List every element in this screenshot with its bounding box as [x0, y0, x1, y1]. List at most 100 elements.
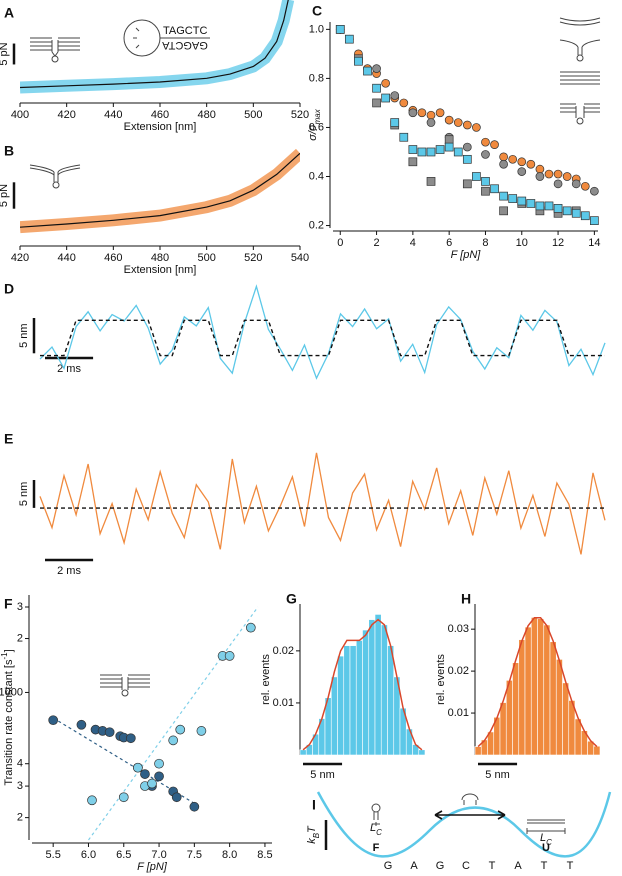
point: [444, 142, 454, 152]
point: [426, 147, 436, 157]
panel-label: I: [312, 797, 316, 813]
point: [462, 179, 472, 189]
energy-landscape: [316, 791, 612, 858]
bar: [349, 645, 357, 756]
point: [526, 199, 536, 208]
energy-label-part: B: [312, 832, 321, 838]
x-tick-label: 7.5: [187, 849, 202, 861]
y-tick-label: 0.8: [309, 72, 324, 84]
point: [535, 201, 545, 211]
point: [372, 64, 381, 73]
point: [544, 201, 554, 211]
x-tick-label: 14: [588, 237, 600, 249]
y-tick-label: 4: [17, 758, 23, 770]
point: [426, 177, 436, 186]
x-tick-label: 480: [197, 109, 215, 121]
state-label: U: [542, 842, 550, 854]
bar: [380, 624, 388, 756]
point: [544, 169, 554, 179]
point: [517, 196, 527, 206]
point: [426, 118, 436, 127]
point: [344, 34, 354, 44]
x-tick-label: 5.5: [46, 849, 61, 861]
y-tick-label: 3: [17, 780, 23, 792]
x-tick-label: 480: [151, 252, 169, 264]
point: [104, 727, 115, 738]
state-icons: [371, 793, 566, 834]
y-axis-label: rel. events: [435, 654, 447, 705]
x-tick-label: 12: [552, 237, 564, 249]
panel-label: D: [4, 281, 14, 297]
point: [381, 93, 390, 103]
point: [390, 91, 400, 100]
point: [453, 147, 463, 157]
point: [499, 152, 508, 162]
point: [125, 733, 136, 744]
point: [462, 154, 472, 164]
point: [426, 110, 436, 120]
x-axis-label: F [pN]: [137, 861, 168, 873]
panel-label: F: [4, 596, 13, 612]
contour-label-part: C: [546, 838, 552, 847]
energy-label-part: T: [306, 825, 318, 833]
inset-sequence: TAGCTC: [163, 25, 207, 37]
x-axis-label: F [pN]: [451, 249, 482, 261]
point: [517, 157, 527, 167]
bar: [524, 626, 532, 756]
x-tick-label: 4: [410, 237, 416, 249]
x-tick-label: 500: [244, 109, 262, 121]
energy-label: kBT: [306, 825, 321, 844]
bar: [330, 676, 338, 756]
bar: [512, 662, 520, 756]
fit-line: [20, 0, 289, 89]
point: [133, 762, 143, 773]
y-tick-label: 2: [17, 632, 23, 644]
panel-label: A: [4, 5, 14, 21]
scale-bar-label: 2 ms: [57, 565, 81, 577]
scale-bar-label: 5 nm: [18, 323, 30, 347]
sequence-letter: G: [384, 860, 393, 872]
point: [481, 137, 490, 147]
legend-icons: [559, 17, 601, 125]
x-tick-label: 420: [57, 109, 75, 121]
sequence-letter: T: [489, 860, 496, 872]
y-axis-label-part: -1: [0, 652, 9, 660]
energy-label-part: k: [306, 838, 318, 844]
bar: [362, 629, 370, 756]
state-label: F: [373, 842, 380, 854]
point: [462, 120, 472, 130]
point: [175, 724, 186, 735]
point: [499, 191, 508, 201]
point: [580, 181, 590, 191]
point: [571, 179, 581, 189]
bar: [387, 645, 395, 756]
x-tick-label: 2: [373, 237, 379, 249]
x-axis-label: Extension [nm]: [124, 121, 197, 133]
contour-label: LC: [540, 832, 552, 847]
x-tick-label: 0: [337, 237, 343, 249]
x-tick-label: 10: [516, 237, 528, 249]
sequence-letter: C: [462, 860, 470, 872]
fit-curve: [477, 617, 598, 748]
point: [354, 56, 363, 66]
fit-curve: [302, 618, 423, 751]
point: [508, 194, 518, 203]
point: [147, 778, 157, 789]
x-tick-label: 8.0: [222, 849, 237, 861]
point: [481, 186, 490, 196]
bar: [543, 624, 551, 756]
point: [490, 140, 499, 149]
point: [408, 157, 418, 167]
bar: [518, 639, 526, 756]
point: [154, 758, 164, 769]
point: [363, 66, 372, 76]
point: [472, 172, 481, 181]
scale-bar-label: 5 pN: [0, 184, 10, 207]
bar: [505, 680, 513, 756]
point: [526, 159, 536, 169]
y-tick-label: 0.02: [448, 665, 469, 677]
contour-label: LC: [370, 822, 382, 837]
bar: [368, 619, 376, 756]
inset-hairpin: [123, 19, 210, 57]
